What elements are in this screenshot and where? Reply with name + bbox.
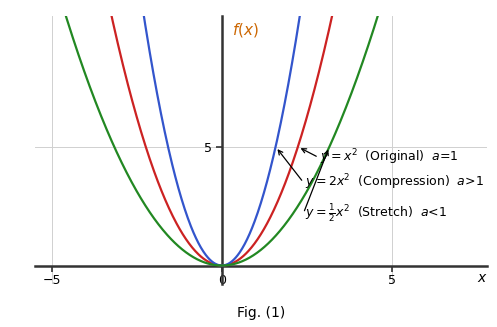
Text: $y = 2x^2$  (Compression)  $a$>1: $y = 2x^2$ (Compression) $a$>1 (305, 173, 484, 192)
Text: $y = \frac{1}{2}x^2$  (Stretch)  $a$<1: $y = \frac{1}{2}x^2$ (Stretch) $a$<1 (305, 202, 447, 224)
Text: Fig. (1): Fig. (1) (237, 306, 285, 320)
Text: $y = x^2$  (Original)  $a$=1: $y = x^2$ (Original) $a$=1 (321, 148, 459, 167)
Text: $f(x)$: $f(x)$ (232, 21, 259, 39)
Text: $x$: $x$ (477, 271, 487, 285)
